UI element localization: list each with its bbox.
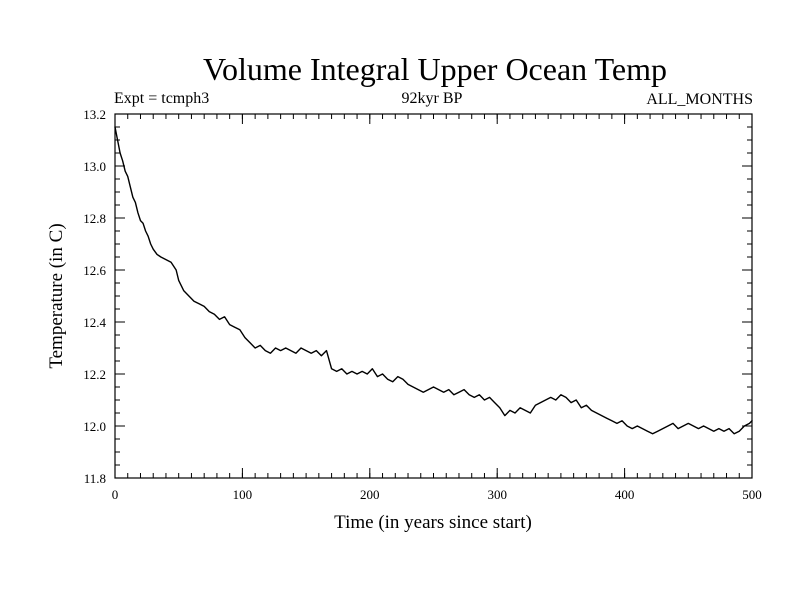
series-line	[114, 126, 753, 435]
subtitle-left: Expt = tcmph3	[114, 90, 209, 107]
x-tick-label: 500	[742, 487, 762, 502]
x-tick-label: 100	[233, 487, 253, 502]
y-tick-label: 12.4	[83, 315, 106, 330]
y-tick-label: 11.8	[84, 471, 106, 486]
y-tick-labels: 11.8 12.0 12.2 12.4 12.6 12.8 13.0 13.2	[83, 107, 106, 486]
subtitle-center: 92kyr BP	[402, 90, 463, 107]
chart-title: Volume Integral Upper Ocean Temp	[203, 51, 667, 87]
x-axis-label: Time (in years since start)	[334, 512, 532, 533]
x-tick-label: 200	[360, 487, 380, 502]
y-tick-label: 12.2	[83, 367, 106, 382]
y-tick-label: 12.8	[83, 211, 106, 226]
x-tick-labels: 0 100 200 300 400 500	[112, 487, 762, 502]
x-tick-label: 0	[112, 487, 119, 502]
y-tick-label: 12.6	[83, 263, 106, 278]
subtitle-right: ALL_MONTHS	[646, 91, 753, 108]
plot-frame	[114, 113, 753, 479]
y-axis-label: Temperature (in C)	[46, 223, 67, 368]
y-tick-label: 13.0	[83, 159, 106, 174]
minor-ticks	[114, 113, 753, 479]
x-tick-label: 400	[615, 487, 635, 502]
y-tick-label: 13.2	[83, 107, 106, 122]
x-tick-label: 300	[487, 487, 507, 502]
y-tick-label: 12.0	[83, 419, 106, 434]
major-ticks	[114, 113, 753, 479]
